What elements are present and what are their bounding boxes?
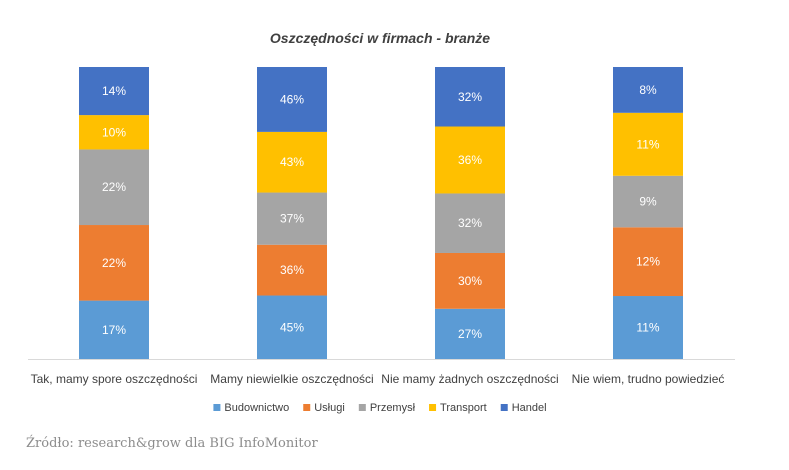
bar-transport-2 [257,131,327,193]
data-label-przemysl-4: 9% [639,195,657,209]
legend-label-uslugi: Usługi [314,402,345,414]
data-label-handel-4: 8% [639,83,657,97]
legend-swatch-przemysl [358,404,366,411]
data-label-handel-2: 46% [280,92,304,106]
data-label-handel-3: 32% [458,90,482,104]
legend-swatch-handel [500,404,508,411]
chart: Oszczędności w firmach - branże 17% 22% 22… [28,30,735,414]
bar-budownictwo-2 [257,295,327,359]
legend: Budownictwo Usługi Przemysł Transport Handel [213,402,547,414]
data-label-uslugi-4: 12% [636,255,660,269]
legend-item-przemysl: Przemysł [358,402,416,414]
bar-uslugi-1 [79,225,149,301]
bar-uslugi-3 [435,252,505,309]
source-note: Źródło: research&grow dla BIG InfoMonito… [26,436,318,451]
category-label-4: Nie wiem, trudno powiedzieć [572,372,725,386]
category-labels: Tak, mamy spore oszczędności Mamy niewiel… [31,372,725,386]
data-label-przemysl-3: 32% [458,216,482,230]
bar-handel-3 [435,67,505,127]
legend-item-uslugi: Usługi [303,402,345,414]
data-label-przemysl-1: 22% [102,180,126,194]
legend-item-budownictwo: Budownictwo [213,402,289,414]
data-label-uslugi-2: 36% [280,263,304,277]
data-label-budownictwo-1: 17% [102,323,126,337]
bars-layer: 17% 22% 22% 10% 14% 45% 36% 37% 43% 46% 27% 30% 32% 3… [79,67,683,359]
legend-swatch-uslugi [303,404,311,411]
bar-budownictwo-3 [435,308,505,359]
category-label-2: Mamy niewielkie oszczędności [210,372,373,386]
bar-handel-1 [79,67,149,116]
data-label-uslugi-1: 22% [102,256,126,270]
bar-handel-4 [613,67,683,113]
legend-label-budownictwo: Budownictwo [224,402,289,414]
data-label-transport-3: 36% [458,153,482,167]
bar-transport-3 [435,126,505,194]
category-label-1: Tak, mamy spore oszczędności [31,372,198,386]
chart-title: Oszczędności w firmach - branże [270,30,490,46]
bar-uslugi-2 [257,244,327,296]
data-label-budownictwo-2: 45% [280,320,304,334]
data-label-handel-1: 14% [102,84,126,98]
bar-handel-2 [257,67,327,132]
data-label-transport-1: 10% [102,125,126,139]
data-label-budownictwo-3: 27% [458,327,482,341]
category-label-3: Nie mamy żadnych oszczędności [381,372,558,386]
legend-label-przemysl: Przemysł [370,402,416,414]
bar-budownictwo-1 [79,300,149,359]
bar-budownictwo-4 [613,296,683,359]
data-label-uslugi-3: 30% [458,274,482,288]
legend-label-transport: Transport [440,402,487,414]
bar-transport-4 [613,112,683,176]
bar-przemysl-3 [435,193,505,253]
legend-swatch-transport [429,404,437,411]
bar-przemysl-2 [257,192,327,245]
legend-item-transport: Transport [429,402,487,414]
data-label-przemysl-2: 37% [280,212,304,226]
bar-uslugi-4 [613,227,683,297]
data-label-transport-4: 11% [636,137,659,151]
data-label-budownictwo-4: 11% [636,321,659,335]
bar-transport-1 [79,115,149,150]
bar-przemysl-1 [79,149,149,226]
legend-item-handel: Handel [500,402,547,414]
data-label-transport-2: 43% [280,155,304,169]
legend-swatch-budownictwo [213,404,221,411]
legend-label-handel: Handel [512,402,547,414]
bar-przemysl-4 [613,175,683,228]
